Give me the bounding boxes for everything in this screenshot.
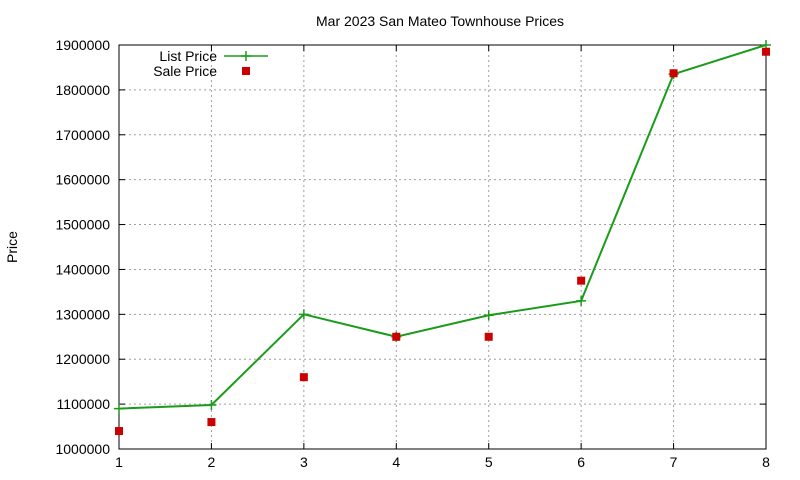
- y-tick-label: 1700000: [55, 127, 110, 143]
- legend-label-list-price: List Price: [159, 48, 217, 64]
- y-tick-label: 1800000: [55, 82, 110, 98]
- plot-frame: [118, 44, 767, 450]
- y-tick-label: 1400000: [55, 261, 110, 277]
- sale-price-point: [392, 332, 401, 341]
- grid-lines: [119, 45, 766, 449]
- x-tick-label: 3: [300, 454, 308, 470]
- legend-label-sale-price: Sale Price: [153, 63, 217, 79]
- y-tick-label: 1300000: [55, 306, 110, 322]
- sale-price-point: [669, 69, 678, 78]
- x-tick-label: 4: [392, 454, 400, 470]
- y-tick-label: 1000000: [55, 441, 110, 457]
- y-axis-label: Price: [4, 231, 20, 263]
- list-price-point: [298, 309, 309, 320]
- y-tick-label: 1200000: [55, 351, 110, 367]
- x-tick-label: 6: [577, 454, 585, 470]
- list-price-point: [483, 310, 494, 321]
- list-price-point: [206, 400, 217, 411]
- list-price-point: [114, 403, 124, 414]
- legend-marker-sale-price: [242, 67, 250, 75]
- x-tick-label: 7: [670, 454, 678, 470]
- x-tick-labels: 1 2 3 4 5 6 7 8: [115, 454, 770, 470]
- y-tick-label: 1900000: [55, 37, 110, 53]
- axis-ticks: [118, 44, 767, 450]
- chart-title: Mar 2023 San Mateo Townhouse Prices: [316, 13, 564, 29]
- list-price-point: [576, 295, 587, 306]
- x-tick-label: 5: [485, 454, 493, 470]
- x-tick-label: 8: [762, 454, 770, 470]
- sale-price-point: [115, 427, 123, 436]
- sale-price-point: [207, 418, 216, 427]
- y-tick-label: 1100000: [57, 396, 111, 412]
- legend-marker-list-price: [241, 51, 251, 61]
- x-tick-label: 1: [115, 454, 123, 470]
- series-layer: [114, 40, 771, 436]
- sale-price-point: [299, 373, 308, 382]
- x-tick-label: 2: [208, 454, 216, 470]
- sale-price-point: [577, 276, 586, 285]
- legend: List Price Sale Price: [153, 48, 268, 79]
- y-tick-label: 1500000: [55, 217, 110, 233]
- y-tick-label: 1600000: [55, 172, 110, 188]
- sale-price-point: [762, 47, 770, 56]
- y-tick-labels: 1000000 1100000 1200000 1300000 1400000 15000…: [55, 37, 110, 457]
- sale-price-point: [484, 332, 493, 341]
- list-price-line: [118, 44, 767, 410]
